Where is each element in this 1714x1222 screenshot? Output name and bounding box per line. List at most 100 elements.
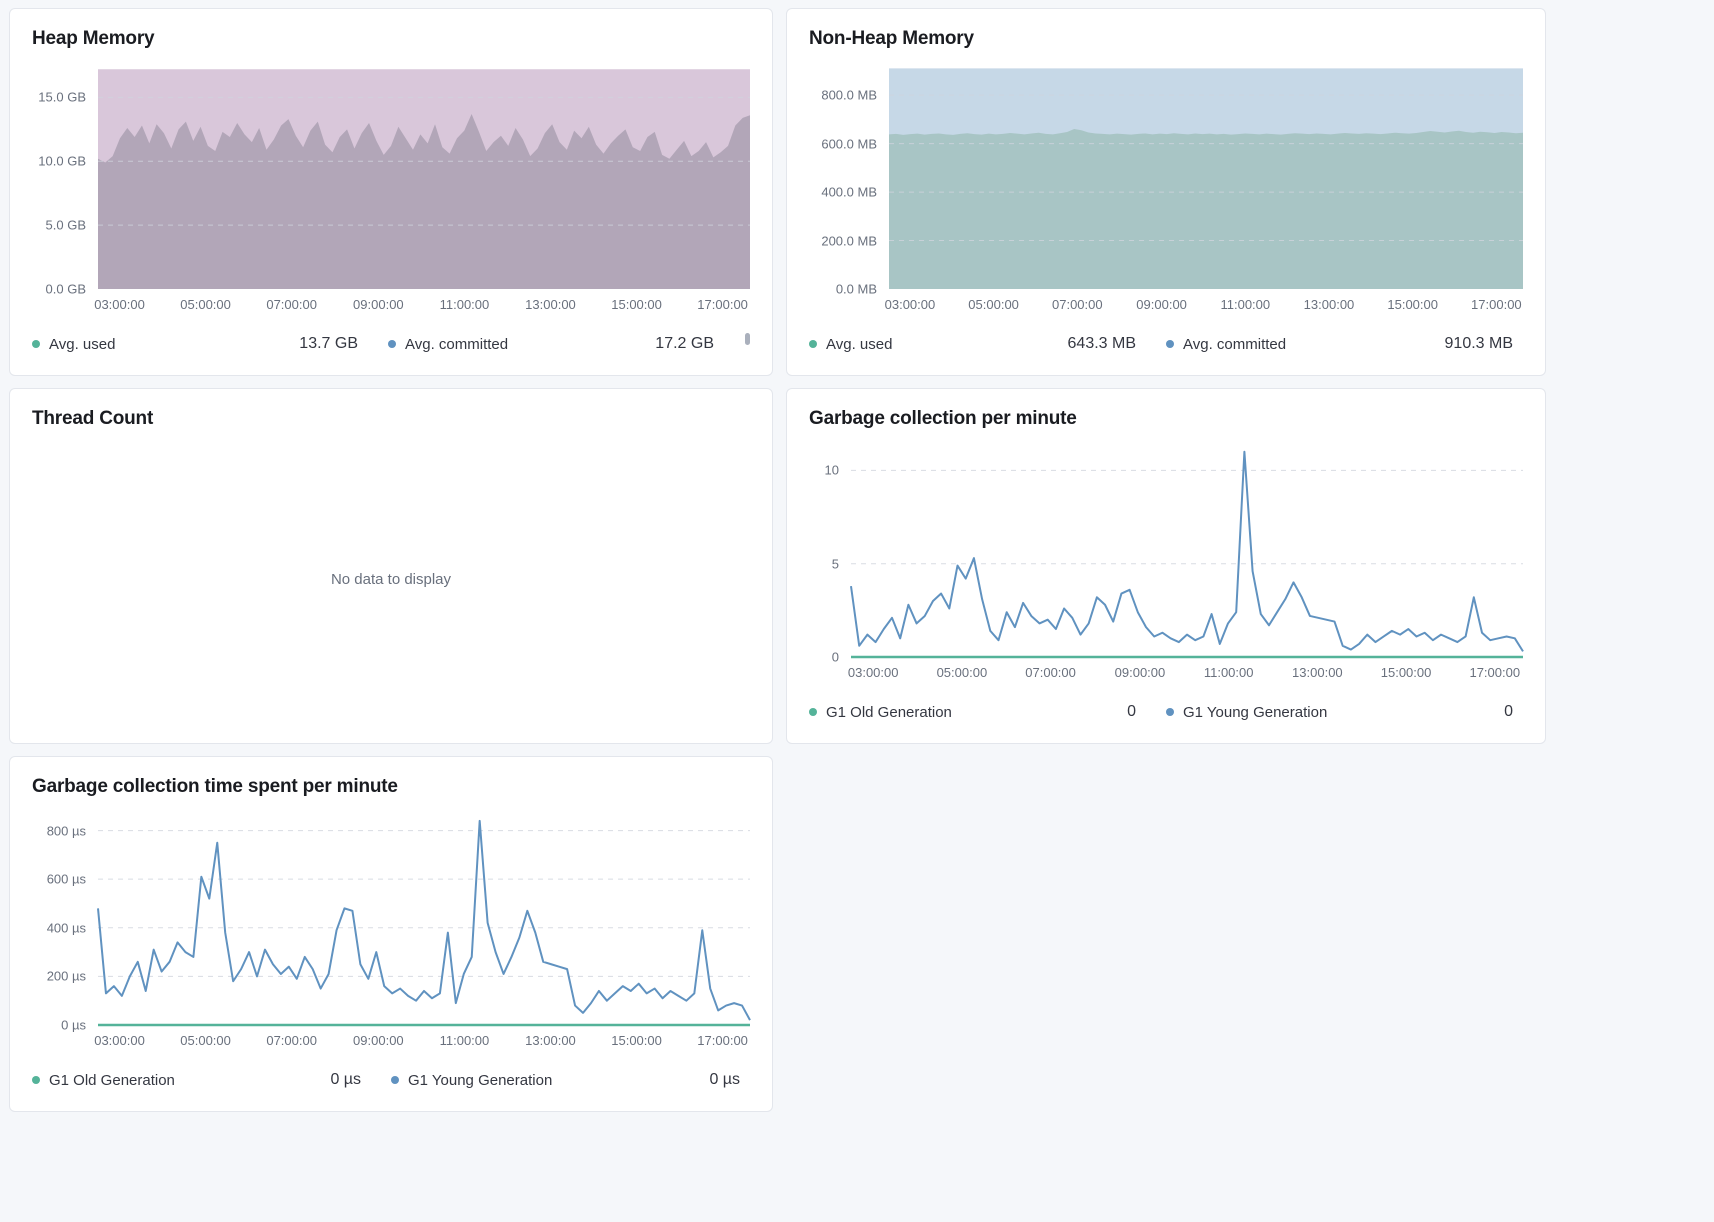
legend-label: G1 Young Generation (1183, 703, 1328, 721)
x-axis: 03:00:00 05:00:00 07:00:00 09:00:00 11:00:00… (94, 1025, 750, 1051)
legend-dot-green (809, 340, 817, 348)
legend-dot-blue (1166, 708, 1174, 716)
legend-scrollbar-thumb[interactable] (745, 333, 750, 345)
non-heap-memory-chart: 0.0 MB 200.0 MB 400.0 MB 600.0 MB 800.0 MB 0… (809, 68, 1523, 315)
x-axis-tick-label: 03:00:00 (94, 1033, 145, 1048)
legend-item-avg-committed[interactable]: Avg. committed 17.2 GB (388, 335, 744, 353)
x-axis-tick-label: 07:00:00 (1051, 297, 1103, 312)
heap-memory-chart: 0.0 GB 5.0 GB 10.0 GB 15.0 GB 03:00:00 05:00… (32, 68, 750, 315)
panel-title-gc-per-minute: Garbage collection per minute (809, 408, 1077, 429)
y-axis-tick-label: 10 (824, 462, 839, 478)
heap-memory-canvas (98, 69, 750, 289)
legend-value: 0 µs (709, 1071, 740, 1088)
legend-item-g1-old-generation[interactable]: G1 Old Generation 0 µs (32, 1071, 391, 1089)
legend-label: G1 Young Generation (408, 1071, 553, 1089)
y-axis-tick-label: 200.0 MB (821, 233, 877, 249)
y-axis-tick-label: 0.0 MB (835, 281, 877, 297)
gc-time-per-minute-canvas (98, 816, 750, 1025)
y-axis-tick-label: 0 (831, 649, 839, 665)
panel-title-non-heap-memory: Non-Heap Memory (809, 28, 974, 49)
x-axis: 03:00:00 05:00:00 07:00:00 09:00:00 11:00:00… (847, 657, 1523, 683)
x-axis-tick-label: 03:00:00 (94, 297, 145, 312)
y-axis-tick-label: 400 µs (46, 920, 86, 936)
x-axis-tick-label: 09:00:00 (353, 1033, 404, 1048)
legend-item-g1-young-generation[interactable]: G1 Young Generation 0 µs (391, 1071, 750, 1089)
x-axis-tick-label: 15:00:00 (611, 297, 662, 312)
x-axis-tick-label: 17:00:00 (1469, 665, 1521, 680)
legend-label: Avg. committed (1183, 335, 1287, 353)
y-axis-tick-label: 600 µs (46, 871, 86, 887)
legend-dot-green (32, 340, 40, 348)
plot-area[interactable] (98, 68, 750, 289)
y-axis-tick-label: 15.0 GB (38, 89, 86, 105)
line-series-G1 Young Generation (98, 821, 750, 1020)
legend-item-g1-young-generation[interactable]: G1 Young Generation 0 (1166, 703, 1523, 721)
x-axis-tick-label: 17:00:00 (697, 1033, 748, 1048)
legend-value: 13.7 GB (299, 335, 358, 352)
legend-value: 17.2 GB (655, 335, 714, 352)
y-axis-tick-label: 200 µs (46, 968, 86, 984)
x-axis-tick-label: 11:00:00 (1203, 665, 1254, 680)
empty-state: No data to display (32, 432, 750, 727)
chart-legend: G1 Old Generation 0 µs G1 Young Generati… (32, 1065, 750, 1095)
x-axis-tick-label: 17:00:00 (1471, 297, 1522, 312)
panel-thread-count: Thread Count No data to display (9, 388, 773, 744)
legend-item-avg-used[interactable]: Avg. used 643.3 MB (809, 335, 1166, 353)
x-axis-tick-label: 05:00:00 (968, 297, 1019, 312)
panel-title-thread-count: Thread Count (32, 408, 154, 429)
y-axis-tick-label: 10.0 GB (38, 153, 86, 169)
x-axis-tick-label: 11:00:00 (439, 297, 490, 312)
plot-area[interactable] (98, 816, 750, 1025)
x-axis-tick-label: 15:00:00 (1380, 665, 1432, 680)
x-axis-tick-label: 13:00:00 (525, 297, 576, 312)
y-axis: 0.0 GB 5.0 GB 10.0 GB 15.0 GB (32, 68, 98, 297)
x-axis-tick-label: 03:00:00 (847, 665, 899, 680)
legend-value: 0 µs (330, 1071, 361, 1088)
x-axis-tick-label: 09:00:00 (1114, 665, 1166, 680)
legend-item-avg-committed[interactable]: Avg. committed 910.3 MB (1166, 335, 1523, 353)
y-axis-tick-label: 0 µs (61, 1017, 86, 1033)
x-axis-tick-label: 05:00:00 (180, 1033, 231, 1048)
legend-label: G1 Old Generation (826, 703, 952, 721)
legend-scrollbar[interactable] (744, 331, 750, 357)
legend-item-avg-used[interactable]: Avg. used 13.7 GB (32, 335, 388, 353)
x-axis: 03:00:00 05:00:00 07:00:00 09:00:00 11:00:00… (94, 289, 750, 315)
chart-legend: G1 Old Generation 0 G1 Young Generation … (809, 697, 1523, 727)
legend-value: 0 (1504, 703, 1513, 720)
empty-state-message: No data to display (330, 571, 452, 588)
gc-per-minute-chart: 0 5 10 03:00:00 05:00:00 07:00:00 09:00:00 11:… (809, 448, 1523, 683)
x-axis-tick-label: 15:00:00 (611, 1033, 662, 1048)
legend-value: 0 (1127, 703, 1136, 720)
panel-non-heap-memory: Non-Heap Memory 0.0 MB 200.0 MB 400.0 MB 60… (786, 8, 1546, 376)
metrics-dashboard: Heap Memory 0.0 GB 5.0 GB 10.0 GB 15.0 GB 0… (9, 8, 1546, 1112)
x-axis-tick-label: 11:00:00 (439, 1033, 490, 1048)
panel-heap-memory: Heap Memory 0.0 GB 5.0 GB 10.0 GB 15.0 GB 0… (9, 8, 773, 376)
x-axis-tick-label: 13:00:00 (525, 1033, 576, 1048)
x-axis-tick-label: 15:00:00 (1387, 297, 1438, 312)
legend-label: G1 Old Generation (49, 1071, 175, 1089)
plot-area[interactable] (851, 448, 1523, 657)
plot-area[interactable] (889, 68, 1523, 290)
panel-title-heap-memory: Heap Memory (32, 28, 155, 49)
x-axis-tick-label: 17:00:00 (697, 297, 748, 312)
legend-dot-blue (391, 1076, 399, 1084)
x-axis-tick-label: 05:00:00 (936, 665, 988, 680)
y-axis-tick-label: 5 (831, 556, 839, 572)
x-axis-tick-label: 03:00:00 (884, 297, 936, 312)
chart-legend: Avg. used 643.3 MB Avg. committed 910.3 … (809, 329, 1523, 359)
y-axis: 0 µs 200 µs 400 µs 600 µs 800 µs (32, 816, 98, 1032)
x-axis-tick-label: 07:00:00 (266, 297, 317, 312)
x-axis-tick-label: 09:00:00 (353, 297, 404, 312)
panel-gc-time-per-minute: Garbage collection time spent per minute… (9, 756, 773, 1112)
axis-corner-spacer (809, 657, 851, 683)
legend-label: Avg. used (826, 335, 893, 353)
x-axis-tick-label: 05:00:00 (180, 297, 231, 312)
y-axis: 0.0 MB 200.0 MB 400.0 MB 600.0 MB 800.0 MB (809, 68, 889, 297)
legend-item-g1-old-generation[interactable]: G1 Old Generation 0 (809, 703, 1166, 721)
legend-dot-blue (1166, 340, 1174, 348)
legend-label: Avg. committed (405, 335, 509, 353)
y-axis-tick-label: 5.0 GB (45, 217, 86, 233)
y-axis-tick-label: 0.0 GB (45, 281, 86, 297)
gc-time-per-minute-chart: 0 µs 200 µs 400 µs 600 µs 800 µs 03:00:00 05:… (32, 816, 750, 1051)
legend-value: 643.3 MB (1067, 335, 1136, 352)
